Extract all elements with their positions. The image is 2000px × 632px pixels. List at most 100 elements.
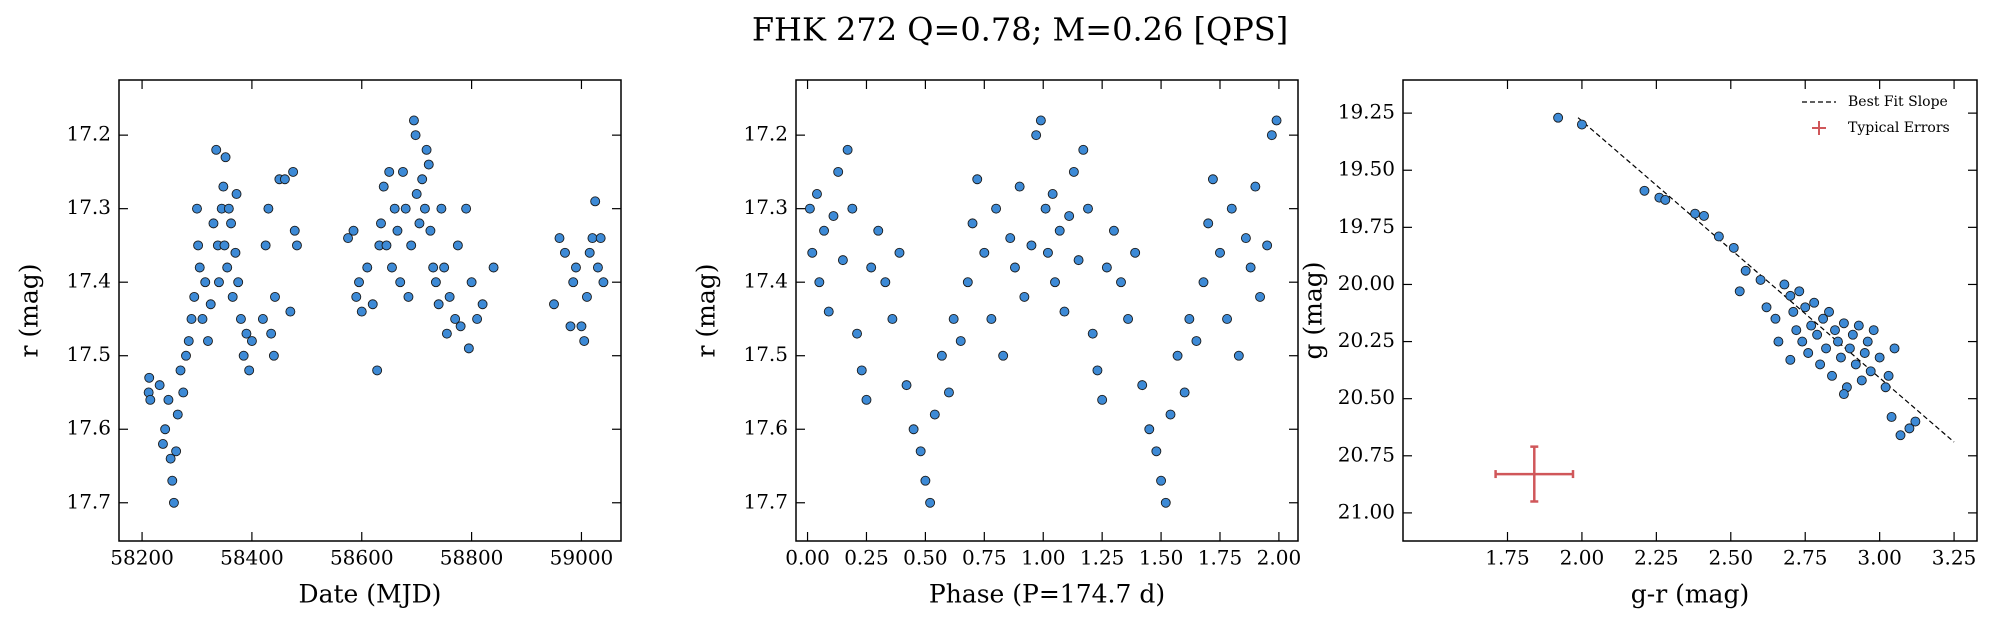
data-point bbox=[1233, 350, 1244, 361]
data-point bbox=[1862, 336, 1873, 347]
data-point bbox=[1207, 174, 1218, 185]
data-point bbox=[238, 350, 249, 361]
x-tick-label: 2.00 bbox=[1257, 546, 1302, 570]
data-point bbox=[908, 424, 919, 435]
data-point bbox=[581, 291, 592, 302]
y-tick-label: 17.7 bbox=[66, 489, 111, 513]
data-point bbox=[814, 277, 825, 288]
x-axis-label: Phase (P=174.7 d) bbox=[929, 580, 1165, 609]
data-point bbox=[226, 218, 236, 229]
data-point bbox=[279, 174, 290, 185]
data-point bbox=[246, 336, 257, 346]
data-point bbox=[1785, 354, 1796, 365]
data-point bbox=[576, 321, 587, 332]
x-tick-label: 0.00 bbox=[785, 546, 830, 570]
y-tick-label: 17.2 bbox=[66, 122, 111, 146]
data-point bbox=[819, 225, 829, 236]
data-point bbox=[205, 299, 216, 310]
data-point bbox=[178, 387, 189, 398]
data-point bbox=[1245, 262, 1256, 273]
data-point bbox=[1266, 130, 1277, 141]
y-tick-label: 20.00 bbox=[1338, 271, 1395, 295]
data-point bbox=[472, 314, 483, 324]
data-point bbox=[452, 240, 463, 251]
data-point bbox=[356, 306, 367, 317]
data-point bbox=[554, 233, 565, 244]
data-point bbox=[203, 336, 213, 346]
data-point bbox=[392, 225, 403, 236]
data-point bbox=[1827, 370, 1837, 381]
data-point bbox=[223, 203, 234, 214]
data-point bbox=[920, 475, 931, 486]
data-point bbox=[1156, 475, 1167, 486]
y-tick-label: 19.25 bbox=[1338, 100, 1395, 124]
data-point bbox=[837, 255, 848, 266]
y-tick-label: 17.5 bbox=[66, 342, 111, 366]
data-point bbox=[231, 189, 242, 199]
data-point bbox=[856, 365, 867, 376]
data-point bbox=[230, 247, 241, 258]
fit-line bbox=[1577, 117, 1955, 443]
data-point bbox=[852, 328, 862, 339]
y-tick-label: 21.00 bbox=[1338, 499, 1395, 523]
data-point bbox=[1271, 115, 1282, 126]
data-point bbox=[1800, 302, 1811, 313]
data-point bbox=[549, 299, 559, 310]
data-point bbox=[571, 262, 581, 273]
data-point bbox=[1880, 382, 1891, 393]
data-point bbox=[1226, 203, 1237, 214]
data-point bbox=[381, 240, 392, 251]
y-tick-label: 17.3 bbox=[743, 195, 788, 219]
data-point bbox=[847, 203, 858, 214]
data-point bbox=[1215, 247, 1225, 258]
data-point bbox=[1883, 370, 1894, 381]
data-point bbox=[1824, 306, 1834, 317]
data-point bbox=[1097, 394, 1108, 405]
data-point bbox=[1844, 343, 1855, 354]
y-tick-label: 17.4 bbox=[743, 269, 788, 293]
data-point bbox=[1042, 247, 1053, 258]
data-point bbox=[1895, 430, 1906, 441]
data-point bbox=[403, 291, 414, 302]
data-point bbox=[828, 211, 839, 221]
y-tick-label: 17.7 bbox=[743, 489, 788, 513]
data-point bbox=[1734, 286, 1745, 297]
x-tick-label: 0.25 bbox=[844, 546, 889, 570]
data-point bbox=[288, 166, 299, 177]
data-point bbox=[1770, 313, 1781, 324]
data-point bbox=[925, 497, 936, 508]
data-point bbox=[160, 424, 171, 435]
x-tick-label: 0.50 bbox=[903, 546, 948, 570]
data-point bbox=[292, 240, 302, 251]
plot-frame bbox=[118, 79, 622, 542]
data-point bbox=[1123, 314, 1134, 324]
data-point bbox=[1092, 365, 1103, 376]
data-point bbox=[421, 144, 432, 155]
x-tick-label: 1.75 bbox=[1485, 546, 1530, 570]
data-point bbox=[1809, 297, 1820, 308]
data-point bbox=[1838, 389, 1849, 400]
data-point bbox=[439, 262, 450, 273]
data-point bbox=[419, 203, 430, 214]
data-point bbox=[955, 336, 966, 346]
data-point bbox=[1151, 446, 1162, 457]
x-tick-label: 58200 bbox=[110, 546, 174, 570]
data-point bbox=[1050, 277, 1060, 288]
data-point bbox=[289, 225, 300, 236]
data-point bbox=[1203, 218, 1214, 229]
data-point bbox=[214, 277, 224, 288]
data-point bbox=[466, 277, 477, 288]
data-point bbox=[211, 144, 222, 155]
data-point bbox=[1904, 423, 1915, 434]
data-point bbox=[944, 387, 954, 398]
data-point bbox=[428, 262, 439, 273]
data-point bbox=[389, 203, 400, 214]
data-point bbox=[1699, 210, 1709, 221]
data-point bbox=[186, 314, 197, 324]
data-point bbox=[861, 394, 872, 405]
data-point bbox=[362, 262, 373, 273]
x-tick-label: 58600 bbox=[330, 546, 394, 570]
data-point bbox=[1087, 328, 1098, 339]
data-point bbox=[986, 314, 997, 324]
